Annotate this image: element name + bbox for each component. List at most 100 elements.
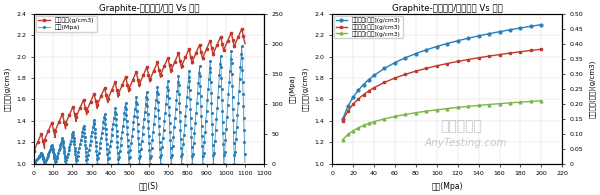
压实密度[反弹](g/cm3) xyxy=(402,113,409,116)
压实密度[加压](g/cm3) xyxy=(349,96,356,98)
压实密度[反弹](g/cm3) xyxy=(433,109,440,111)
压实密度[卸压](g/cm3) xyxy=(506,52,514,54)
压实密度(g/cm3) xyxy=(123,81,130,83)
压实密度[卸压](g/cm3) xyxy=(344,110,352,112)
Y-axis label: 压强(Mpa): 压强(Mpa) xyxy=(289,74,296,103)
压实密度[卸压](g/cm3) xyxy=(485,55,493,57)
压实密度[反弹](g/cm3) xyxy=(344,133,352,136)
压实密度[反弹](g/cm3) xyxy=(496,103,503,105)
Legend: 压实密度[加压](g/cm3), 压实密度[卸压](g/cm3), 压实密度[反弹](g/cm3): 压实密度[加压](g/cm3), 压实密度[卸压](g/cm3), 压实密度[反… xyxy=(334,16,403,38)
压实密度[加压](g/cm3) xyxy=(355,89,362,91)
压实密度[加压](g/cm3) xyxy=(360,83,367,86)
压实密度[反弹](g/cm3) xyxy=(443,107,451,110)
压强(Mpa) xyxy=(238,45,245,47)
压实密度[卸压](g/cm3) xyxy=(339,120,346,122)
压实密度[加压](g/cm3) xyxy=(344,105,352,108)
压实密度[卸压](g/cm3) xyxy=(454,60,461,63)
压实密度[反弹](g/cm3) xyxy=(355,127,362,129)
压实密度[卸压](g/cm3) xyxy=(517,51,524,53)
Line: 压实密度(g/cm3): 压实密度(g/cm3) xyxy=(33,27,246,152)
压实密度(g/cm3) xyxy=(143,66,151,68)
压实密度(g/cm3) xyxy=(68,109,75,112)
压实密度[加压](g/cm3) xyxy=(412,52,419,55)
压实密度[反弹](g/cm3) xyxy=(454,106,461,109)
Title: Graphite-压实密度/压强 Vs 时间: Graphite-压实密度/压强 Vs 时间 xyxy=(99,4,199,13)
压实密度[加压](g/cm3) xyxy=(433,45,440,48)
压实密度[反弹](g/cm3) xyxy=(339,139,346,141)
压实密度[加压](g/cm3) xyxy=(485,33,493,35)
压实密度[反弹](g/cm3) xyxy=(506,102,514,104)
压实密度(g/cm3) xyxy=(241,43,248,45)
压实密度(g/cm3) xyxy=(238,27,245,30)
压实密度[卸压](g/cm3) xyxy=(402,73,409,75)
压实密度[加压](g/cm3) xyxy=(381,67,388,70)
压实密度[卸压](g/cm3) xyxy=(464,58,472,61)
压实密度[卸压](g/cm3) xyxy=(365,90,373,92)
压实密度[卸压](g/cm3) xyxy=(360,93,367,96)
压实密度[加压](g/cm3) xyxy=(443,42,451,45)
压实密度[卸压](g/cm3) xyxy=(381,81,388,83)
压强(Mpa) xyxy=(68,138,75,141)
压实密度[反弹](g/cm3) xyxy=(349,130,356,132)
压强(Mpa) xyxy=(60,144,67,147)
压实密度[加压](g/cm3) xyxy=(454,40,461,42)
压实密度[卸压](g/cm3) xyxy=(433,65,440,67)
压实密度[加压](g/cm3) xyxy=(475,35,482,37)
压实密度[卸压](g/cm3) xyxy=(496,53,503,56)
压实密度[卸压](g/cm3) xyxy=(422,67,430,69)
Text: 嘉峨检测网: 嘉峨检测网 xyxy=(440,119,482,133)
压实密度[卸压](g/cm3) xyxy=(527,49,535,52)
压强(Mpa) xyxy=(143,91,151,93)
压实密度[加压](g/cm3) xyxy=(391,61,398,64)
压实密度[卸压](g/cm3) xyxy=(538,48,545,50)
X-axis label: 时间(S): 时间(S) xyxy=(139,182,159,191)
压实密度[反弹](g/cm3) xyxy=(517,101,524,103)
压实密度[卸压](g/cm3) xyxy=(349,103,356,105)
压实密度[反弹](g/cm3) xyxy=(365,122,373,125)
压实密度[加压](g/cm3) xyxy=(365,78,373,81)
压实密度[反弹](g/cm3) xyxy=(422,110,430,112)
压实密度[反弹](g/cm3) xyxy=(370,121,377,123)
压实密度[卸压](g/cm3) xyxy=(475,57,482,59)
压实密度[卸压](g/cm3) xyxy=(443,62,451,65)
压强(Mpa) xyxy=(31,162,38,165)
Y-axis label: 压密密度(反弹)(g/cm3): 压密密度(反弹)(g/cm3) xyxy=(589,60,596,118)
Legend: 压实密度(g/cm3), 压强(Mpa): 压实密度(g/cm3), 压强(Mpa) xyxy=(36,16,97,32)
压实密度[加压](g/cm3) xyxy=(527,25,535,27)
压实密度[加压](g/cm3) xyxy=(422,49,430,51)
压实密度(g/cm3) xyxy=(103,94,110,96)
压实密度[加压](g/cm3) xyxy=(464,37,472,39)
压强(Mpa) xyxy=(103,136,110,138)
压实密度[反弹](g/cm3) xyxy=(360,124,367,127)
压实密度[卸压](g/cm3) xyxy=(370,87,377,89)
压实密度(g/cm3) xyxy=(146,79,153,81)
压实密度[加压](g/cm3) xyxy=(538,23,545,26)
压实密度[反弹](g/cm3) xyxy=(527,100,535,103)
压实密度[卸压](g/cm3) xyxy=(355,98,362,100)
Line: 压实密度[卸压](g/cm3): 压实密度[卸压](g/cm3) xyxy=(341,48,543,122)
压实密度[反弹](g/cm3) xyxy=(475,104,482,107)
压实密度[反弹](g/cm3) xyxy=(381,118,388,120)
压强(Mpa) xyxy=(241,161,248,164)
Y-axis label: 压实密度(g/cm3): 压实密度(g/cm3) xyxy=(302,67,309,111)
Title: Graphite-压实密度/压密反弹 Vs 压强: Graphite-压实密度/压密反弹 Vs 压强 xyxy=(392,4,503,13)
压实密度[反弹](g/cm3) xyxy=(391,115,398,118)
压实密度[加压](g/cm3) xyxy=(339,118,346,120)
Y-axis label: 压实密度(g/cm3): 压实密度(g/cm3) xyxy=(4,67,11,111)
压强(Mpa) xyxy=(146,152,153,154)
压实密度[反弹](g/cm3) xyxy=(464,105,472,108)
压实密度[加压](g/cm3) xyxy=(496,30,503,33)
Line: 压实密度[反弹](g/cm3): 压实密度[反弹](g/cm3) xyxy=(341,99,543,141)
压实密度[反弹](g/cm3) xyxy=(538,100,545,102)
压实密度[加压](g/cm3) xyxy=(506,29,514,31)
压强(Mpa) xyxy=(123,122,130,124)
压实密度[加压](g/cm3) xyxy=(517,27,524,29)
压实密度[反弹](g/cm3) xyxy=(412,112,419,114)
Line: 压实密度[加压](g/cm3): 压实密度[加压](g/cm3) xyxy=(341,23,543,121)
压实密度(g/cm3) xyxy=(60,117,67,120)
压实密度[卸压](g/cm3) xyxy=(412,70,419,72)
压实密度[加压](g/cm3) xyxy=(370,74,377,77)
压实密度[卸压](g/cm3) xyxy=(391,77,398,79)
Line: 压强(Mpa): 压强(Mpa) xyxy=(33,45,246,164)
压实密度[反弹](g/cm3) xyxy=(485,103,493,106)
